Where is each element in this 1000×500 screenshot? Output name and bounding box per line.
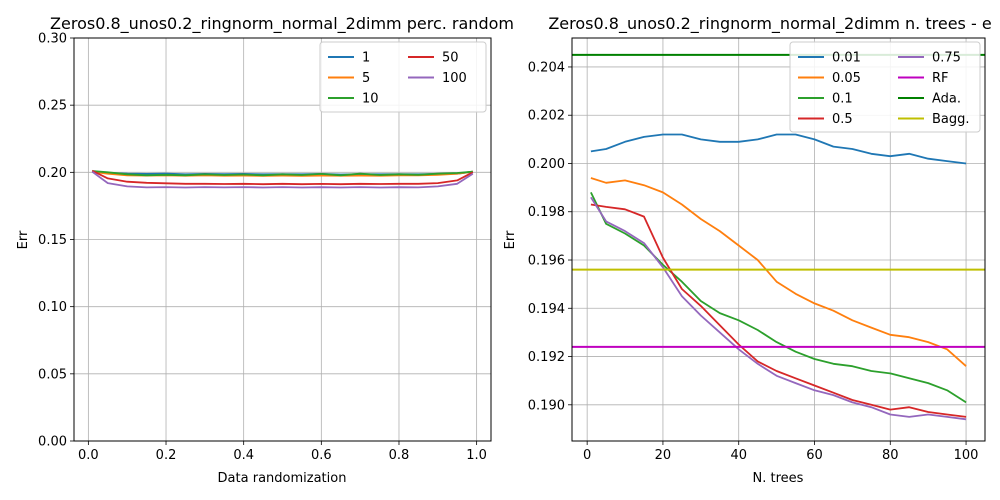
x-tick-label: 0 [583,448,591,463]
series-line-0-05 [590,177,967,367]
left-plot-frame [73,37,492,442]
right-axis-ticks: 0 20 40 60 80 100 0.190 0.192 0.194 0.196 0.198 0.2… [528,60,979,463]
left-series-lines [91,169,474,189]
series-line-50 [91,169,474,186]
x-tick-label: 40 [730,448,747,463]
right-chart-title: Zeros0.8_unos0.2_ringnorm_normal_2dimm n… [548,14,991,34]
x-tick-label: 20 [655,448,672,463]
right-y-axis-label: Err [503,230,518,249]
legend-label: Ada. [932,92,961,107]
y-tick-label: 0.192 [528,350,565,365]
legend-label: 10 [362,92,379,107]
legend-box [319,41,487,113]
x-tick-label: 0.8 [389,448,410,463]
y-tick-label: 0.190 [528,398,565,413]
left-legend: 1 5 10 50 100 [319,41,487,113]
legend-label: 100 [442,71,467,86]
y-tick-label: 0.204 [528,60,565,75]
series-line-0-5 [590,203,967,418]
right-legend: 0.01 0.05 0.1 0.5 0.75 RF Ada. Bagg. [789,41,981,133]
right-x-axis-label: N. trees [753,471,804,486]
x-tick-label: 80 [882,448,899,463]
x-tick-label: 100 [954,448,979,463]
x-tick-label: 0.2 [156,448,177,463]
legend-label: 5 [362,71,370,86]
legend-label: Bagg. [932,112,970,127]
legend-label: 0.75 [932,51,961,66]
left-x-axis-label: Data randomization [218,471,347,486]
y-tick-label: 0.15 [38,233,67,248]
y-tick-label: 0.200 [528,157,565,172]
legend-box [789,41,981,133]
left-chart-title: Zeros0.8_unos0.2_ringnorm_normal_2dimm p… [50,14,514,34]
legend-label: 0.01 [832,51,861,66]
left-y-axis-label: Err [16,230,31,249]
x-tick-label: 60 [806,448,823,463]
x-tick-label: 0.4 [233,448,254,463]
series-line-10 [92,170,473,177]
x-tick-label: 0.6 [311,448,332,463]
y-tick-label: 0.30 [38,32,67,47]
y-tick-label: 0.194 [528,302,565,317]
x-tick-label: 0.0 [78,448,99,463]
left-axis-ticks: 0.0 0.2 0.4 0.6 0.8 1.0 0.00 0.05 0.10 0.15 0.20 0.… [38,32,487,464]
left-chart-panel: Zeros0.8_unos0.2_ringnorm_normal_2dimm p… [16,14,514,486]
y-tick-label: 0.00 [38,435,67,450]
y-tick-label: 0.05 [38,367,67,382]
legend-label: 0.5 [832,112,853,127]
y-tick-label: 0.202 [528,109,565,124]
legend-label: RF [932,71,949,86]
y-tick-label: 0.198 [528,205,565,220]
legend-label: 50 [442,51,459,66]
series-line-0-75 [590,196,967,421]
series-line-0-01 [590,133,967,165]
x-tick-label: 1.0 [466,448,487,463]
y-tick-label: 0.25 [38,99,67,114]
right-chart-panel: Zeros0.8_unos0.2_ringnorm_normal_2dimm n… [503,14,992,486]
right-plot-frame [571,37,986,442]
y-tick-label: 0.10 [38,300,67,315]
y-tick-label: 0.196 [528,254,565,269]
legend-label: 1 [362,51,370,66]
legend-label: 0.05 [832,71,861,86]
series-line-100 [91,170,474,189]
legend-label: 0.1 [832,92,853,107]
y-tick-label: 0.20 [38,166,67,181]
